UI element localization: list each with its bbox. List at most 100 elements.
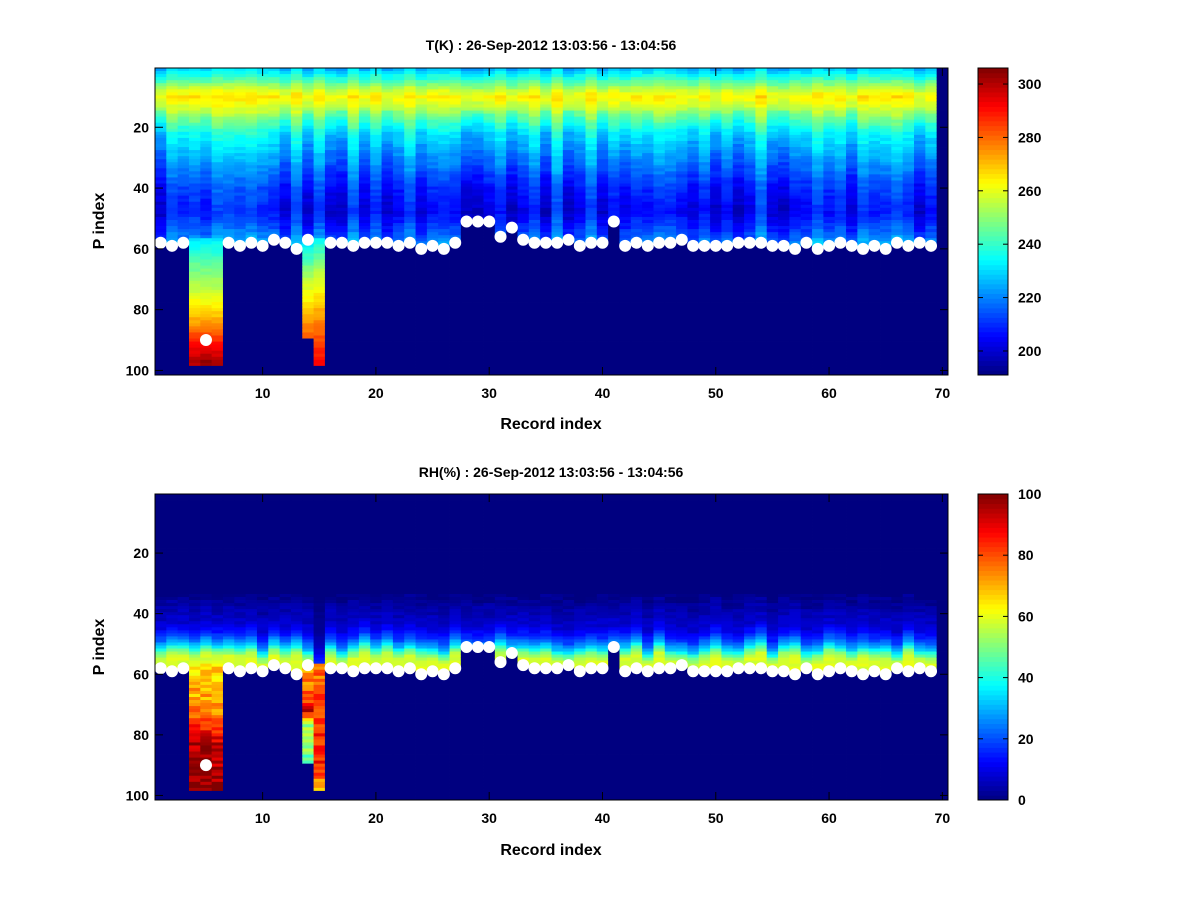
heatmap-cell	[698, 113, 711, 118]
heatmap-cell	[324, 174, 337, 178]
heatmap-cell	[336, 320, 348, 324]
heatmap-cell	[166, 89, 179, 93]
heatmap-cell	[676, 98, 688, 102]
heatmap-cell	[698, 371, 711, 376]
heatmap-cell	[155, 189, 167, 194]
heatmap-cell	[494, 353, 507, 358]
heatmap-cell	[562, 171, 575, 175]
heatmap-cell	[608, 317, 620, 321]
heatmap-cell	[211, 177, 224, 181]
heatmap-cell	[698, 280, 711, 285]
heatmap-cell	[619, 207, 632, 212]
heatmap-cell	[551, 92, 564, 96]
heatmap-cell	[619, 98, 632, 102]
heatmap-cell	[653, 186, 666, 190]
heatmap-cell	[710, 189, 722, 194]
heatmap-cell	[517, 244, 530, 248]
heatmap-cell	[302, 134, 314, 139]
heatmap-cell	[256, 86, 269, 90]
heatmap-cell	[234, 350, 247, 355]
heatmap-cell	[313, 171, 326, 175]
heatmap-cell	[200, 259, 213, 263]
heatmap-cell	[698, 140, 711, 145]
heatmap-cell	[608, 329, 620, 333]
heatmap-cell	[381, 317, 394, 321]
heatmap-cell	[404, 143, 416, 148]
heatmap-cell	[313, 256, 326, 260]
heatmap-cell	[517, 226, 530, 230]
heatmap-cell	[324, 74, 337, 78]
heatmap-cell	[415, 143, 428, 148]
heatmap-cell	[313, 168, 326, 172]
heatmap-cell	[245, 89, 258, 93]
heatmap-cell	[574, 335, 586, 339]
heatmap-cell	[347, 213, 360, 218]
heatmap-cell	[630, 247, 643, 251]
heatmap-cell	[438, 131, 450, 136]
heatmap-cell	[517, 113, 530, 118]
heatmap-cell	[392, 110, 405, 114]
heatmap-cell	[392, 308, 405, 312]
heatmap-cell	[392, 341, 405, 345]
heatmap-cell	[687, 271, 700, 276]
heatmap-cell	[676, 277, 688, 282]
heatmap-cell	[245, 253, 258, 257]
heatmap-cell	[313, 283, 326, 288]
heatmap-cell	[370, 265, 382, 270]
heatmap-cell	[676, 311, 688, 315]
heatmap-cell	[438, 311, 450, 315]
heatmap-cell	[290, 271, 303, 276]
heatmap-cell	[449, 341, 462, 345]
heatmap-cell	[370, 338, 382, 342]
heatmap-cell	[381, 101, 394, 105]
heatmap-cell	[336, 198, 348, 203]
heatmap-cell	[381, 110, 394, 114]
heatmap-cell	[290, 353, 303, 358]
heatmap-cell	[676, 183, 688, 187]
heatmap-cell	[370, 226, 382, 230]
heatmap-cell	[268, 183, 281, 187]
heatmap-cell	[268, 83, 281, 87]
heatmap-cell	[392, 165, 405, 169]
heatmap-cell	[517, 305, 530, 309]
heatmap-cell	[574, 137, 586, 142]
heatmap-cell	[245, 326, 258, 330]
heatmap-cell	[438, 305, 450, 309]
heatmap-cell	[449, 207, 462, 212]
heatmap-cell	[540, 198, 552, 203]
heatmap-cell	[494, 122, 507, 127]
heatmap-cell	[528, 271, 541, 276]
heatmap-cell	[562, 156, 575, 160]
heatmap-cell	[177, 143, 190, 148]
heatmap-cell	[494, 140, 507, 145]
heatmap-cell	[324, 143, 337, 148]
heatmap-cell	[596, 280, 609, 285]
heatmap-cell	[155, 299, 167, 303]
heatmap-cell	[177, 353, 190, 358]
heatmap-cell	[234, 210, 247, 215]
heatmap-cell	[381, 207, 394, 212]
heatmap-cell	[506, 299, 518, 303]
heatmap-cell	[608, 338, 620, 342]
heatmap-cell	[302, 320, 314, 324]
heatmap-cell	[562, 180, 575, 184]
heatmap-cell	[664, 153, 677, 157]
heatmap-cell	[188, 71, 201, 75]
heatmap-cell	[574, 368, 586, 373]
heatmap-cell	[200, 329, 213, 333]
heatmap-cell	[370, 147, 382, 151]
heatmap-cell	[642, 213, 654, 218]
heatmap-cell	[528, 150, 541, 154]
heatmap-cell	[642, 186, 654, 190]
heatmap-cell	[256, 262, 269, 266]
heatmap-cell	[676, 89, 688, 93]
heatmap-cell	[585, 368, 598, 373]
heatmap-cell	[438, 277, 450, 282]
heatmap-cell	[392, 98, 405, 102]
heatmap-cell	[653, 147, 666, 151]
heatmap-cell	[290, 77, 303, 81]
heatmap-cell	[256, 216, 269, 221]
heatmap-cell	[540, 247, 552, 251]
heatmap-cell	[347, 204, 360, 209]
heatmap-cell	[698, 210, 711, 215]
